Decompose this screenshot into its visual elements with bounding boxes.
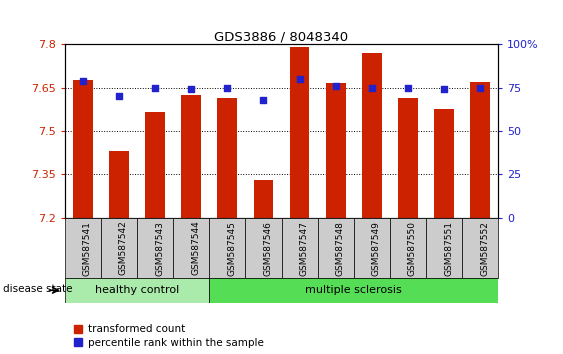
Text: GSM587551: GSM587551 xyxy=(444,221,453,276)
Bar xyxy=(173,218,209,278)
Bar xyxy=(209,218,245,278)
Bar xyxy=(65,278,209,303)
Bar xyxy=(282,218,318,278)
Text: multiple sclerosis: multiple sclerosis xyxy=(305,285,402,295)
Text: disease state: disease state xyxy=(3,284,73,294)
Text: GSM587546: GSM587546 xyxy=(263,221,272,276)
Text: GSM587544: GSM587544 xyxy=(191,221,200,275)
Bar xyxy=(354,218,390,278)
Point xyxy=(404,85,413,90)
Point xyxy=(367,85,376,90)
Text: GSM587549: GSM587549 xyxy=(372,221,381,276)
Bar xyxy=(245,218,282,278)
Bar xyxy=(326,83,346,218)
Bar xyxy=(137,218,173,278)
Bar xyxy=(181,95,201,218)
Bar xyxy=(398,98,418,218)
Text: GSM587552: GSM587552 xyxy=(480,221,489,276)
Bar xyxy=(470,82,490,218)
Bar xyxy=(462,218,498,278)
Bar xyxy=(434,109,454,218)
Point xyxy=(78,78,87,84)
Point xyxy=(187,86,196,92)
Title: GDS3886 / 8048340: GDS3886 / 8048340 xyxy=(215,30,348,43)
Point xyxy=(259,97,268,103)
Bar xyxy=(390,218,426,278)
Text: GSM587542: GSM587542 xyxy=(119,221,128,275)
Bar xyxy=(217,98,237,218)
Bar xyxy=(101,218,137,278)
Text: GSM587545: GSM587545 xyxy=(227,221,236,276)
Bar xyxy=(209,278,498,303)
Point xyxy=(114,93,123,99)
Bar xyxy=(289,47,310,218)
Point xyxy=(223,85,232,90)
Bar xyxy=(73,80,93,218)
Text: GSM587543: GSM587543 xyxy=(155,221,164,276)
Text: GSM587548: GSM587548 xyxy=(336,221,345,276)
Bar xyxy=(253,180,274,218)
Bar xyxy=(145,112,165,218)
Text: GSM587541: GSM587541 xyxy=(83,221,92,276)
Point xyxy=(476,85,485,90)
Point xyxy=(331,83,340,89)
Bar xyxy=(426,218,462,278)
Point xyxy=(440,86,449,92)
Text: GSM587550: GSM587550 xyxy=(408,221,417,276)
Bar xyxy=(109,151,129,218)
Point xyxy=(295,76,304,82)
Legend: transformed count, percentile rank within the sample: transformed count, percentile rank withi… xyxy=(70,320,267,352)
Bar xyxy=(318,218,354,278)
Bar xyxy=(65,218,101,278)
Text: GSM587547: GSM587547 xyxy=(300,221,309,276)
Bar xyxy=(362,53,382,218)
Point xyxy=(150,85,159,90)
Text: healthy control: healthy control xyxy=(95,285,179,295)
